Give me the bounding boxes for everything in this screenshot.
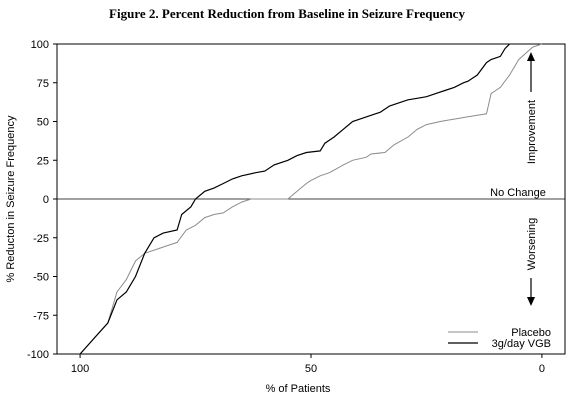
y-tick-label: -50 — [33, 272, 49, 284]
worsening-label: Worsening — [526, 218, 538, 270]
y-tick-label: 50 — [37, 117, 49, 129]
annotations: Improvement No Change Worsening — [490, 52, 546, 306]
x-axis: 100 50 0 — [71, 354, 545, 375]
no-change-label: No Change — [490, 187, 546, 199]
legend-label: Placebo — [511, 327, 551, 339]
legend-label: 3g/day VGB — [492, 338, 551, 350]
y-tick-label: -100 — [27, 349, 49, 361]
series-line-vgb — [79, 43, 511, 355]
chart-title: Figure 2. Percent Reduction from Baselin… — [109, 6, 465, 21]
worsening-arrow-icon — [527, 297, 535, 306]
y-tick-label: -75 — [33, 310, 49, 322]
improvement-arrow-icon — [527, 52, 535, 61]
x-tick-label: 100 — [71, 363, 89, 375]
series-line-placebo — [79, 43, 543, 355]
y-axis: 100 75 50 25 0 -25 -50 -75 -100 — [27, 39, 57, 361]
x-tick-label: 0 — [539, 363, 545, 375]
improvement-label: Improvement — [526, 100, 538, 164]
x-tick-label: 50 — [305, 363, 317, 375]
y-tick-label: 75 — [37, 78, 49, 90]
y-axis-label: % Reducton in Seizure Frequency — [5, 115, 17, 282]
y-tick-label: -25 — [33, 233, 49, 245]
y-tick-label: 0 — [43, 194, 49, 206]
y-tick-label: 100 — [31, 39, 49, 51]
y-tick-label: 25 — [37, 155, 49, 167]
x-axis-label: % of Patients — [266, 383, 331, 395]
plot-area — [56, 43, 566, 355]
series-lines — [79, 43, 543, 355]
